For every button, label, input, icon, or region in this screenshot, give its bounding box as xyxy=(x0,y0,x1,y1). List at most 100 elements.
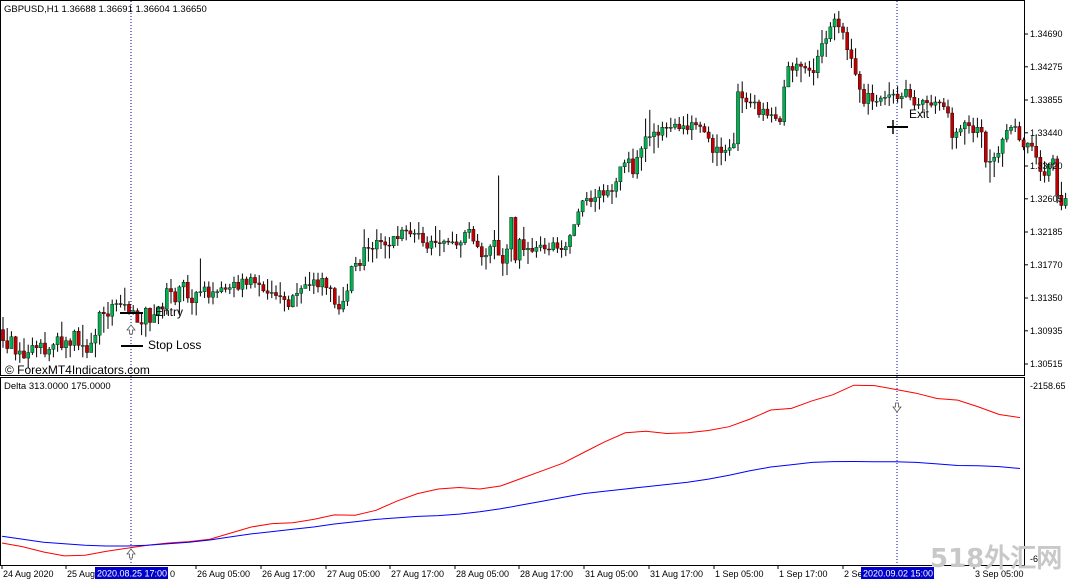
candle xyxy=(93,328,98,358)
candle xyxy=(1000,137,1005,167)
candle xyxy=(803,62,807,74)
price-axis: 1.30515 1.30935 1.31350 1.31770 1.32185 1.326… xyxy=(1024,29,1063,369)
candle xyxy=(190,289,194,315)
candle xyxy=(837,11,841,34)
candle xyxy=(513,216,518,264)
candle xyxy=(1063,192,1068,209)
candle xyxy=(799,61,803,83)
time-label: 24 Aug 2020 xyxy=(3,569,54,579)
candle xyxy=(1005,124,1009,143)
time-axis: 24 Aug 2020 25 Aug 26 Aug 05:00 26 Aug 17:0… xyxy=(1,566,1024,579)
price-tick-label: 1.30515 xyxy=(1030,359,1063,369)
candle xyxy=(488,244,493,264)
price-tick-label: 1.32605 xyxy=(1030,194,1063,204)
candle xyxy=(870,84,875,110)
candle xyxy=(971,117,975,143)
candle xyxy=(492,230,497,260)
candle xyxy=(223,283,228,293)
candle xyxy=(845,26,849,61)
price-tick-label: 1.34690 xyxy=(1030,29,1063,39)
candle xyxy=(862,83,866,107)
candle xyxy=(39,339,43,355)
candle xyxy=(925,95,929,110)
candle xyxy=(559,240,564,258)
candle xyxy=(702,123,707,133)
candle xyxy=(408,222,413,238)
candle xyxy=(30,337,35,355)
candle xyxy=(1055,155,1059,204)
candle xyxy=(912,90,917,110)
candle xyxy=(622,159,627,174)
candle xyxy=(820,30,824,64)
time-label: 28 Aug 05:00 xyxy=(456,569,509,579)
candle xyxy=(438,230,442,257)
candle xyxy=(89,332,93,353)
candle xyxy=(618,166,623,191)
candle xyxy=(1009,124,1013,135)
candle xyxy=(908,83,912,101)
indicator-bottom-value: -6 xyxy=(1030,554,1038,564)
candle xyxy=(664,122,669,138)
candle xyxy=(307,271,312,291)
candle xyxy=(1042,161,1047,183)
candle xyxy=(173,287,178,306)
time-label: 2 Se xyxy=(844,569,863,579)
candle xyxy=(362,229,367,271)
candle xyxy=(471,226,476,245)
candle xyxy=(979,119,984,148)
candle xyxy=(883,90,887,106)
candle xyxy=(652,123,656,154)
candle xyxy=(387,237,392,259)
candle xyxy=(328,285,333,302)
candle xyxy=(585,192,589,206)
time-label: 27 Aug 17:00 xyxy=(391,569,444,579)
candle xyxy=(85,339,89,359)
candle xyxy=(568,233,572,254)
candle xyxy=(900,92,904,109)
candle xyxy=(769,107,774,123)
candle xyxy=(400,226,404,242)
candle xyxy=(299,285,304,304)
candle xyxy=(454,233,459,249)
time-label-partial: 0 xyxy=(170,569,175,579)
candle xyxy=(748,93,753,108)
candle xyxy=(648,109,652,147)
candle xyxy=(383,236,388,259)
candle xyxy=(795,57,799,77)
candle xyxy=(992,152,996,178)
candle xyxy=(895,86,900,103)
watermark-text: 518外汇网 xyxy=(930,544,1062,574)
candle xyxy=(375,229,379,259)
candle xyxy=(937,99,942,111)
candle xyxy=(601,184,606,203)
indicator-panel-frame xyxy=(0,377,1025,566)
candle xyxy=(442,239,446,253)
candle xyxy=(639,146,644,171)
candle xyxy=(160,302,165,319)
time-label: 27 Aug 05:00 xyxy=(327,569,380,579)
candle xyxy=(480,242,484,266)
candle xyxy=(412,229,417,243)
candle xyxy=(139,313,144,336)
candle xyxy=(736,83,740,151)
candle xyxy=(286,295,291,310)
candle xyxy=(101,306,106,333)
exit-time-badge-text: 2020.09.02 15:00 xyxy=(863,569,933,579)
candle xyxy=(816,49,820,79)
candle xyxy=(589,190,593,208)
candle xyxy=(80,324,85,358)
candle xyxy=(929,94,933,108)
candle xyxy=(719,137,723,166)
candle xyxy=(824,30,828,57)
candle xyxy=(97,310,102,345)
candle xyxy=(240,273,245,298)
candle xyxy=(631,148,635,178)
entry-time-badge-text: 2020.08.25 17:00 xyxy=(97,569,167,579)
time-label: 3 Sep 05:00 xyxy=(975,569,1024,579)
candle xyxy=(484,248,488,270)
candle xyxy=(278,282,283,304)
candle xyxy=(711,134,715,163)
candle xyxy=(404,225,409,241)
candle xyxy=(274,285,278,300)
candle xyxy=(354,256,358,272)
